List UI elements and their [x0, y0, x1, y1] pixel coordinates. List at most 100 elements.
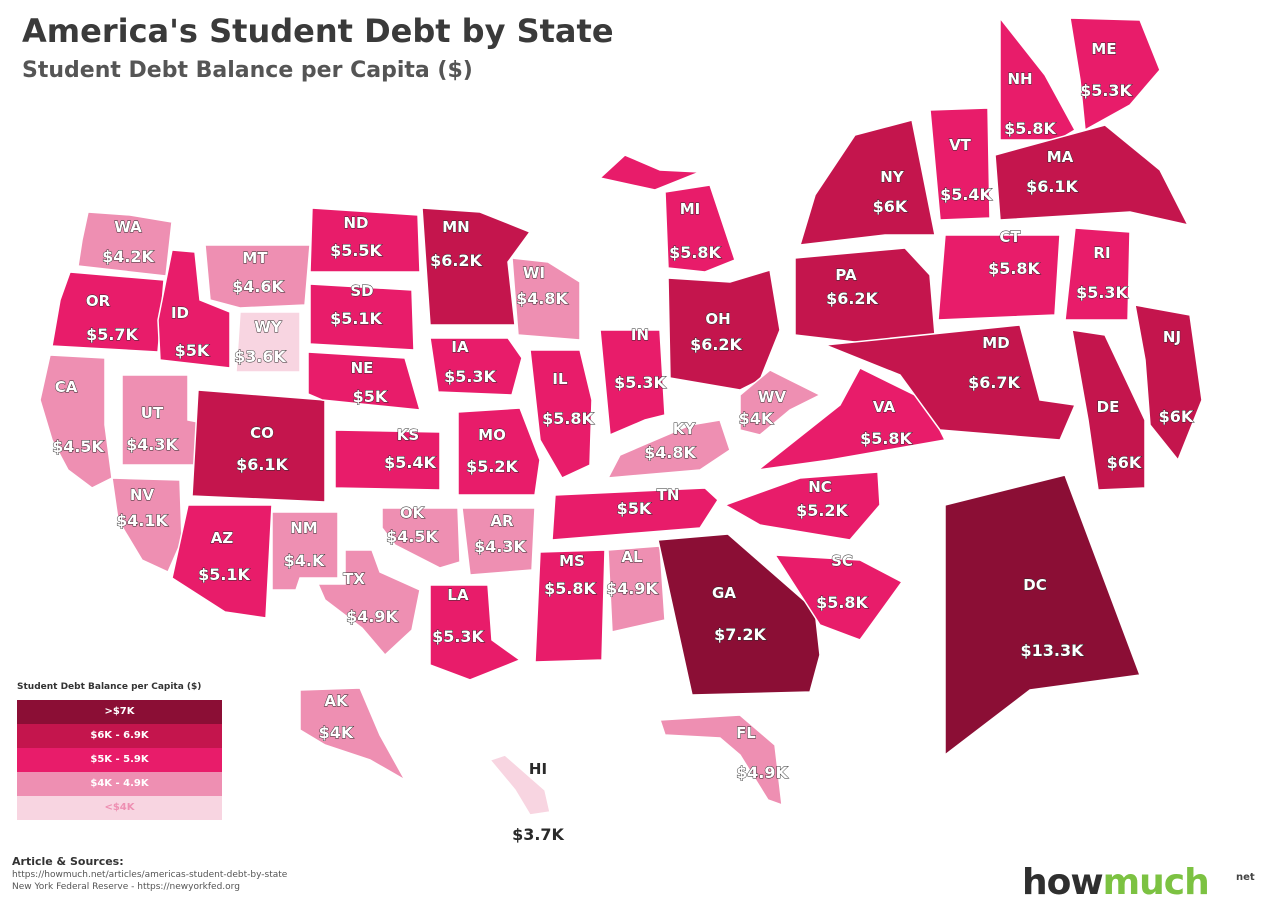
state-AZ[interactable]: [171, 504, 273, 619]
state-label-NH: NH: [1007, 70, 1032, 88]
state-MI-up[interactable]: [598, 154, 701, 191]
logo-much: much: [1102, 862, 1210, 903]
state-value-SD: $5.1K: [330, 309, 382, 328]
state-value-AZ: $5.1K: [198, 565, 250, 584]
state-CA[interactable]: [39, 354, 113, 489]
state-label-DC: DC: [1023, 576, 1046, 594]
logo-net-suffix: net: [1236, 872, 1255, 883]
state-AL[interactable]: [607, 545, 666, 633]
state-label-ME: ME: [1091, 40, 1116, 58]
state-value-MO: $5.2K: [466, 457, 518, 476]
state-AR[interactable]: [461, 507, 536, 576]
state-value-AL: $4.9K: [606, 579, 658, 598]
state-value-IA: $5.3K: [444, 367, 496, 386]
legend-item-over-7k: >$7K: [17, 700, 222, 724]
state-value-MI: $5.8K: [669, 243, 721, 262]
state-MA[interactable]: [994, 124, 1190, 227]
state-label-PA: PA: [835, 266, 857, 284]
state-WY[interactable]: [235, 311, 301, 373]
state-value-TX: $4.9K: [346, 607, 398, 626]
state-LA[interactable]: [429, 584, 522, 681]
state-RI[interactable]: [1064, 227, 1131, 321]
state-TN[interactable]: [551, 487, 719, 541]
state-NJ[interactable]: [1134, 304, 1203, 462]
state-MN[interactable]: [421, 207, 532, 326]
state-label-MA: MA: [1047, 148, 1074, 166]
state-SD[interactable]: [309, 283, 415, 351]
state-WV[interactable]: [739, 369, 822, 436]
state-label-OK: OK: [400, 504, 426, 522]
state-label-NY: NY: [880, 168, 905, 186]
state-value-ME: $5.3K: [1080, 81, 1132, 100]
state-IL[interactable]: [529, 349, 593, 479]
source-link-newyorkfed[interactable]: New York Federal Reserve - https://newyo…: [12, 882, 240, 892]
state-KS[interactable]: [334, 429, 441, 491]
state-VT[interactable]: [929, 107, 991, 221]
state-value-SC: $5.8K: [816, 593, 868, 612]
state-value-NV: $4.1K: [116, 511, 168, 530]
state-WA[interactable]: [77, 211, 173, 277]
state-label-HI: HI: [529, 760, 547, 778]
state-value-NC: $5.2K: [796, 501, 848, 520]
state-DC[interactable]: [944, 474, 1142, 757]
state-AK[interactable]: [299, 687, 407, 782]
state-IN[interactable]: [599, 329, 666, 437]
state-OR[interactable]: [51, 271, 165, 353]
state-MD[interactable]: [824, 324, 1077, 441]
state-KY[interactable]: [606, 419, 731, 479]
state-label-AL: AL: [621, 548, 643, 566]
source-link-howmuch[interactable]: https://howmuch.net/articles/americas-st…: [12, 870, 288, 880]
state-MO[interactable]: [457, 407, 541, 496]
state-NE[interactable]: [307, 351, 422, 411]
state-value-MA: $6.1K: [1026, 177, 1078, 196]
state-label-MS: MS: [559, 552, 585, 570]
howmuch-logo[interactable]: howmuch: [1022, 862, 1210, 903]
state-value-TN: $5K: [617, 499, 652, 518]
state-WI[interactable]: [511, 257, 581, 341]
state-GA[interactable]: [657, 533, 821, 696]
state-label-AR: AR: [490, 512, 514, 530]
state-label-ND: ND: [343, 214, 368, 232]
state-value-NJ: $6K: [1159, 407, 1194, 426]
state-label-WI: WI: [523, 264, 545, 282]
state-HI[interactable]: [488, 754, 551, 816]
state-CO[interactable]: [191, 389, 326, 503]
state-TX[interactable]: [316, 549, 421, 657]
state-SC[interactable]: [773, 554, 904, 641]
state-NM[interactable]: [271, 511, 339, 591]
state-value-OH: $6.2K: [690, 335, 742, 354]
state-value-LA: $5.3K: [432, 627, 484, 646]
state-value-CO: $6.1K: [236, 455, 288, 474]
state-value-MD: $6.7K: [968, 373, 1020, 392]
page-title: America's Student Debt by State: [22, 12, 614, 50]
state-value-NY: $6K: [873, 197, 908, 216]
state-ND[interactable]: [309, 207, 421, 273]
state-value-OR: $5.7K: [86, 325, 138, 344]
state-MT[interactable]: [204, 244, 311, 309]
state-value-DC: $13.3K: [1020, 641, 1084, 660]
state-MI[interactable]: [664, 184, 736, 273]
state-NV[interactable]: [111, 477, 183, 574]
state-value-HI: $3.7K: [512, 825, 564, 844]
state-NY[interactable]: [798, 119, 936, 246]
state-IA[interactable]: [429, 337, 523, 396]
state-OK[interactable]: [381, 507, 461, 569]
state-value-AR: $4.3K: [474, 537, 526, 556]
state-value-VT: $5.4K: [940, 185, 992, 204]
state-ME[interactable]: [1069, 17, 1161, 132]
legend-item-5k-5-9k: $5K - 5.9K: [17, 748, 222, 772]
state-MS[interactable]: [534, 549, 606, 663]
state-NC[interactable]: [723, 471, 881, 541]
state-label-FL: FL: [736, 724, 756, 742]
state-FL[interactable]: [658, 714, 783, 807]
state-ID[interactable]: [157, 249, 231, 369]
legend-title: Student Debt Balance per Capita ($): [17, 682, 202, 692]
state-label-MD: MD: [982, 334, 1009, 352]
state-CT[interactable]: [937, 234, 1061, 321]
state-label-WY: WY: [254, 318, 283, 336]
state-label-KY: KY: [673, 420, 697, 438]
state-DE[interactable]: [1071, 329, 1146, 491]
state-OH[interactable]: [667, 269, 781, 391]
state-value-CT: $5.8K: [988, 259, 1040, 278]
